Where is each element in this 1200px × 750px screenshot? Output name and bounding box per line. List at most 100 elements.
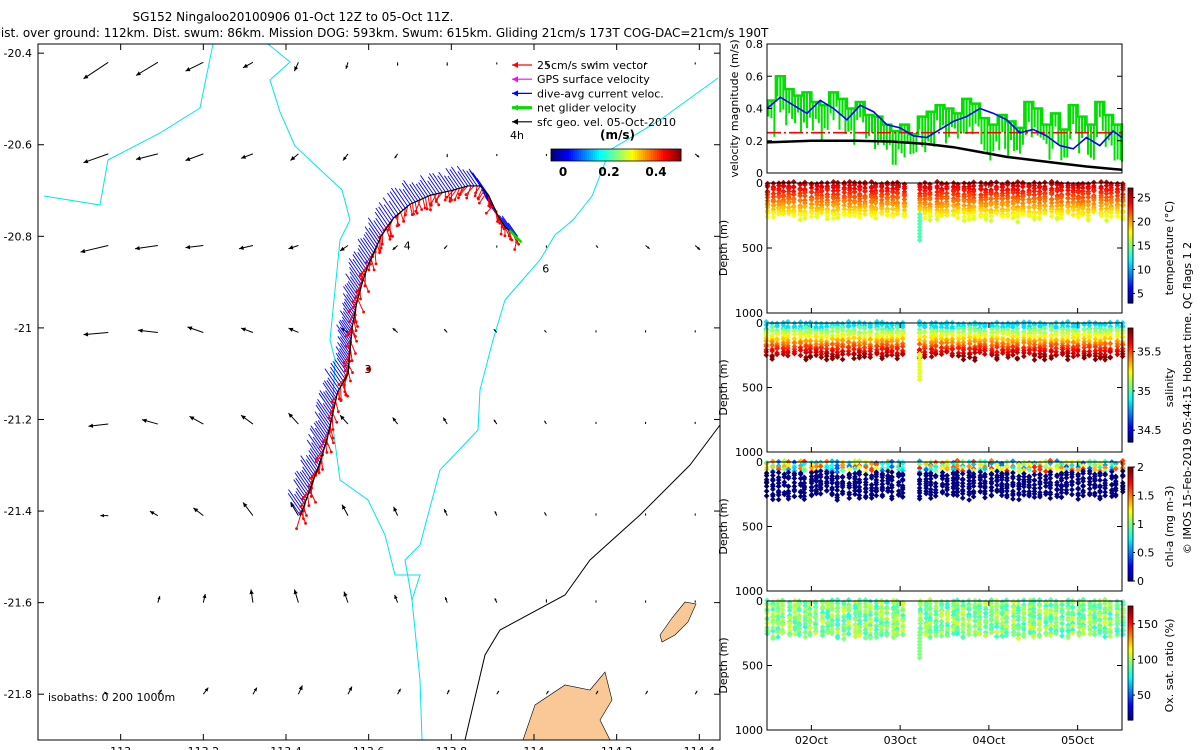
legend-colorbar-cell (593, 149, 596, 161)
geo-velocity-vector (394, 153, 399, 159)
section-data-point (856, 186, 863, 193)
legend-swatch-head (512, 76, 518, 83)
swim-vector-head (343, 364, 347, 368)
legend-colorbar-cell (569, 149, 572, 161)
swim-vector-head (332, 441, 335, 445)
swim-vector-head (380, 242, 384, 246)
geo-vector-head (290, 502, 295, 508)
swim-vector-head (464, 193, 468, 196)
geo-velocity-vector (493, 419, 498, 425)
swim-vector-head (348, 320, 351, 323)
section-data-point (993, 195, 1000, 202)
geo-velocity-vector (193, 507, 204, 517)
dive-avg-current-vector (409, 183, 421, 200)
section-data-point (878, 184, 885, 190)
geo-vector-head (443, 417, 447, 422)
geo-velocity-vector (444, 596, 448, 603)
swim-vector-head (369, 262, 372, 266)
swim-vector-head (359, 277, 363, 281)
section-data-point (901, 207, 908, 213)
section-data-point (872, 210, 879, 217)
map-x-tick-label: 114.4 (684, 745, 716, 750)
section-data-point (846, 187, 853, 193)
geo-vector-head (645, 63, 647, 65)
geo-velocity-vector (189, 415, 204, 425)
geo-vector-head (141, 418, 147, 423)
legend-label: GPS surface velocity (537, 73, 650, 86)
geo-velocity-vector (347, 686, 353, 695)
section-data-point (776, 182, 782, 189)
geo-velocity-vector (645, 513, 647, 516)
section-data-point (993, 186, 1000, 192)
section-data-point (776, 187, 782, 193)
swim-vector-head (423, 206, 427, 210)
swim-vector-head (477, 201, 481, 205)
swim-vector-head (308, 476, 312, 480)
dive-avg-current-vector (343, 301, 355, 317)
swim-vector-head (374, 262, 378, 266)
section-data-point (808, 205, 815, 211)
geo-velocity-vector (339, 414, 349, 425)
dive-avg-current-vector (343, 307, 354, 323)
section-data-point (780, 204, 787, 211)
swim-vector-head (412, 212, 415, 216)
dive-avg-current-vector (305, 459, 317, 474)
section-data-point (901, 213, 908, 219)
swim-vector-head (437, 203, 441, 207)
geo-vector-head (595, 600, 597, 602)
dive-avg-current-vector (308, 454, 319, 469)
swim-vector-head (349, 379, 352, 383)
geo-velocity-vector (595, 62, 597, 65)
section-data-point (872, 206, 879, 213)
section-data-point (770, 198, 777, 205)
section-data-point (938, 212, 945, 219)
geo-velocity-vector (443, 245, 448, 250)
section-data-point (818, 195, 825, 202)
swim-vector (458, 186, 466, 195)
section-data-point (982, 216, 989, 223)
legend-entry: sfc geo. vel. 05-Oct-2010 (512, 116, 676, 129)
map-y-tick-label: -21 (14, 322, 32, 335)
geo-vector-head (694, 513, 696, 515)
section-data-point (966, 199, 973, 205)
legend-colorbar-cell (597, 149, 600, 161)
geo-vector-head (394, 594, 398, 600)
geo-vector-head (444, 246, 447, 249)
geo-velocity-vector (135, 153, 158, 161)
dive-avg-current-vector (317, 420, 329, 435)
swim-vector-head (378, 249, 382, 253)
section-data-point (834, 187, 841, 194)
section-data-point (846, 212, 853, 219)
geo-vector-head (546, 690, 549, 693)
section-data-point (814, 192, 820, 199)
section-data-point (856, 211, 863, 217)
dive-avg-current-vector (449, 169, 463, 188)
section-data-point (770, 202, 777, 209)
geo-velocity-vector (545, 599, 548, 603)
section-data-point (878, 210, 885, 217)
swim-vector-head (301, 496, 305, 499)
section-data-point (934, 204, 941, 210)
legend-colorbar-cell (617, 149, 620, 161)
geo-velocity-vector (238, 244, 254, 250)
section-data-point (785, 200, 792, 206)
section-data-point (802, 189, 808, 196)
section-data-point (814, 213, 820, 220)
section-data-point (1010, 195, 1017, 201)
swim-vector-head (404, 213, 407, 217)
dive-avg-current-vector (323, 380, 337, 399)
swim-vector-head (453, 198, 457, 202)
geo-velocity-vector (249, 589, 254, 603)
section-data-point (770, 214, 777, 220)
dive-avg-current-vector (318, 412, 330, 429)
geo-vector-head (88, 423, 94, 428)
section-data-point (970, 179, 977, 186)
legend-colorbar-cell (573, 149, 576, 161)
geo-velocity-vector (293, 589, 299, 603)
section-data-point (780, 193, 787, 200)
section-data-point (824, 209, 831, 216)
section-data-point (841, 211, 848, 218)
dive-avg-current-vector (375, 217, 385, 232)
figure-subtitle: Dist. over ground: 112km. Dist. swum: 86… (0, 26, 769, 40)
geo-vector-head (202, 593, 207, 599)
